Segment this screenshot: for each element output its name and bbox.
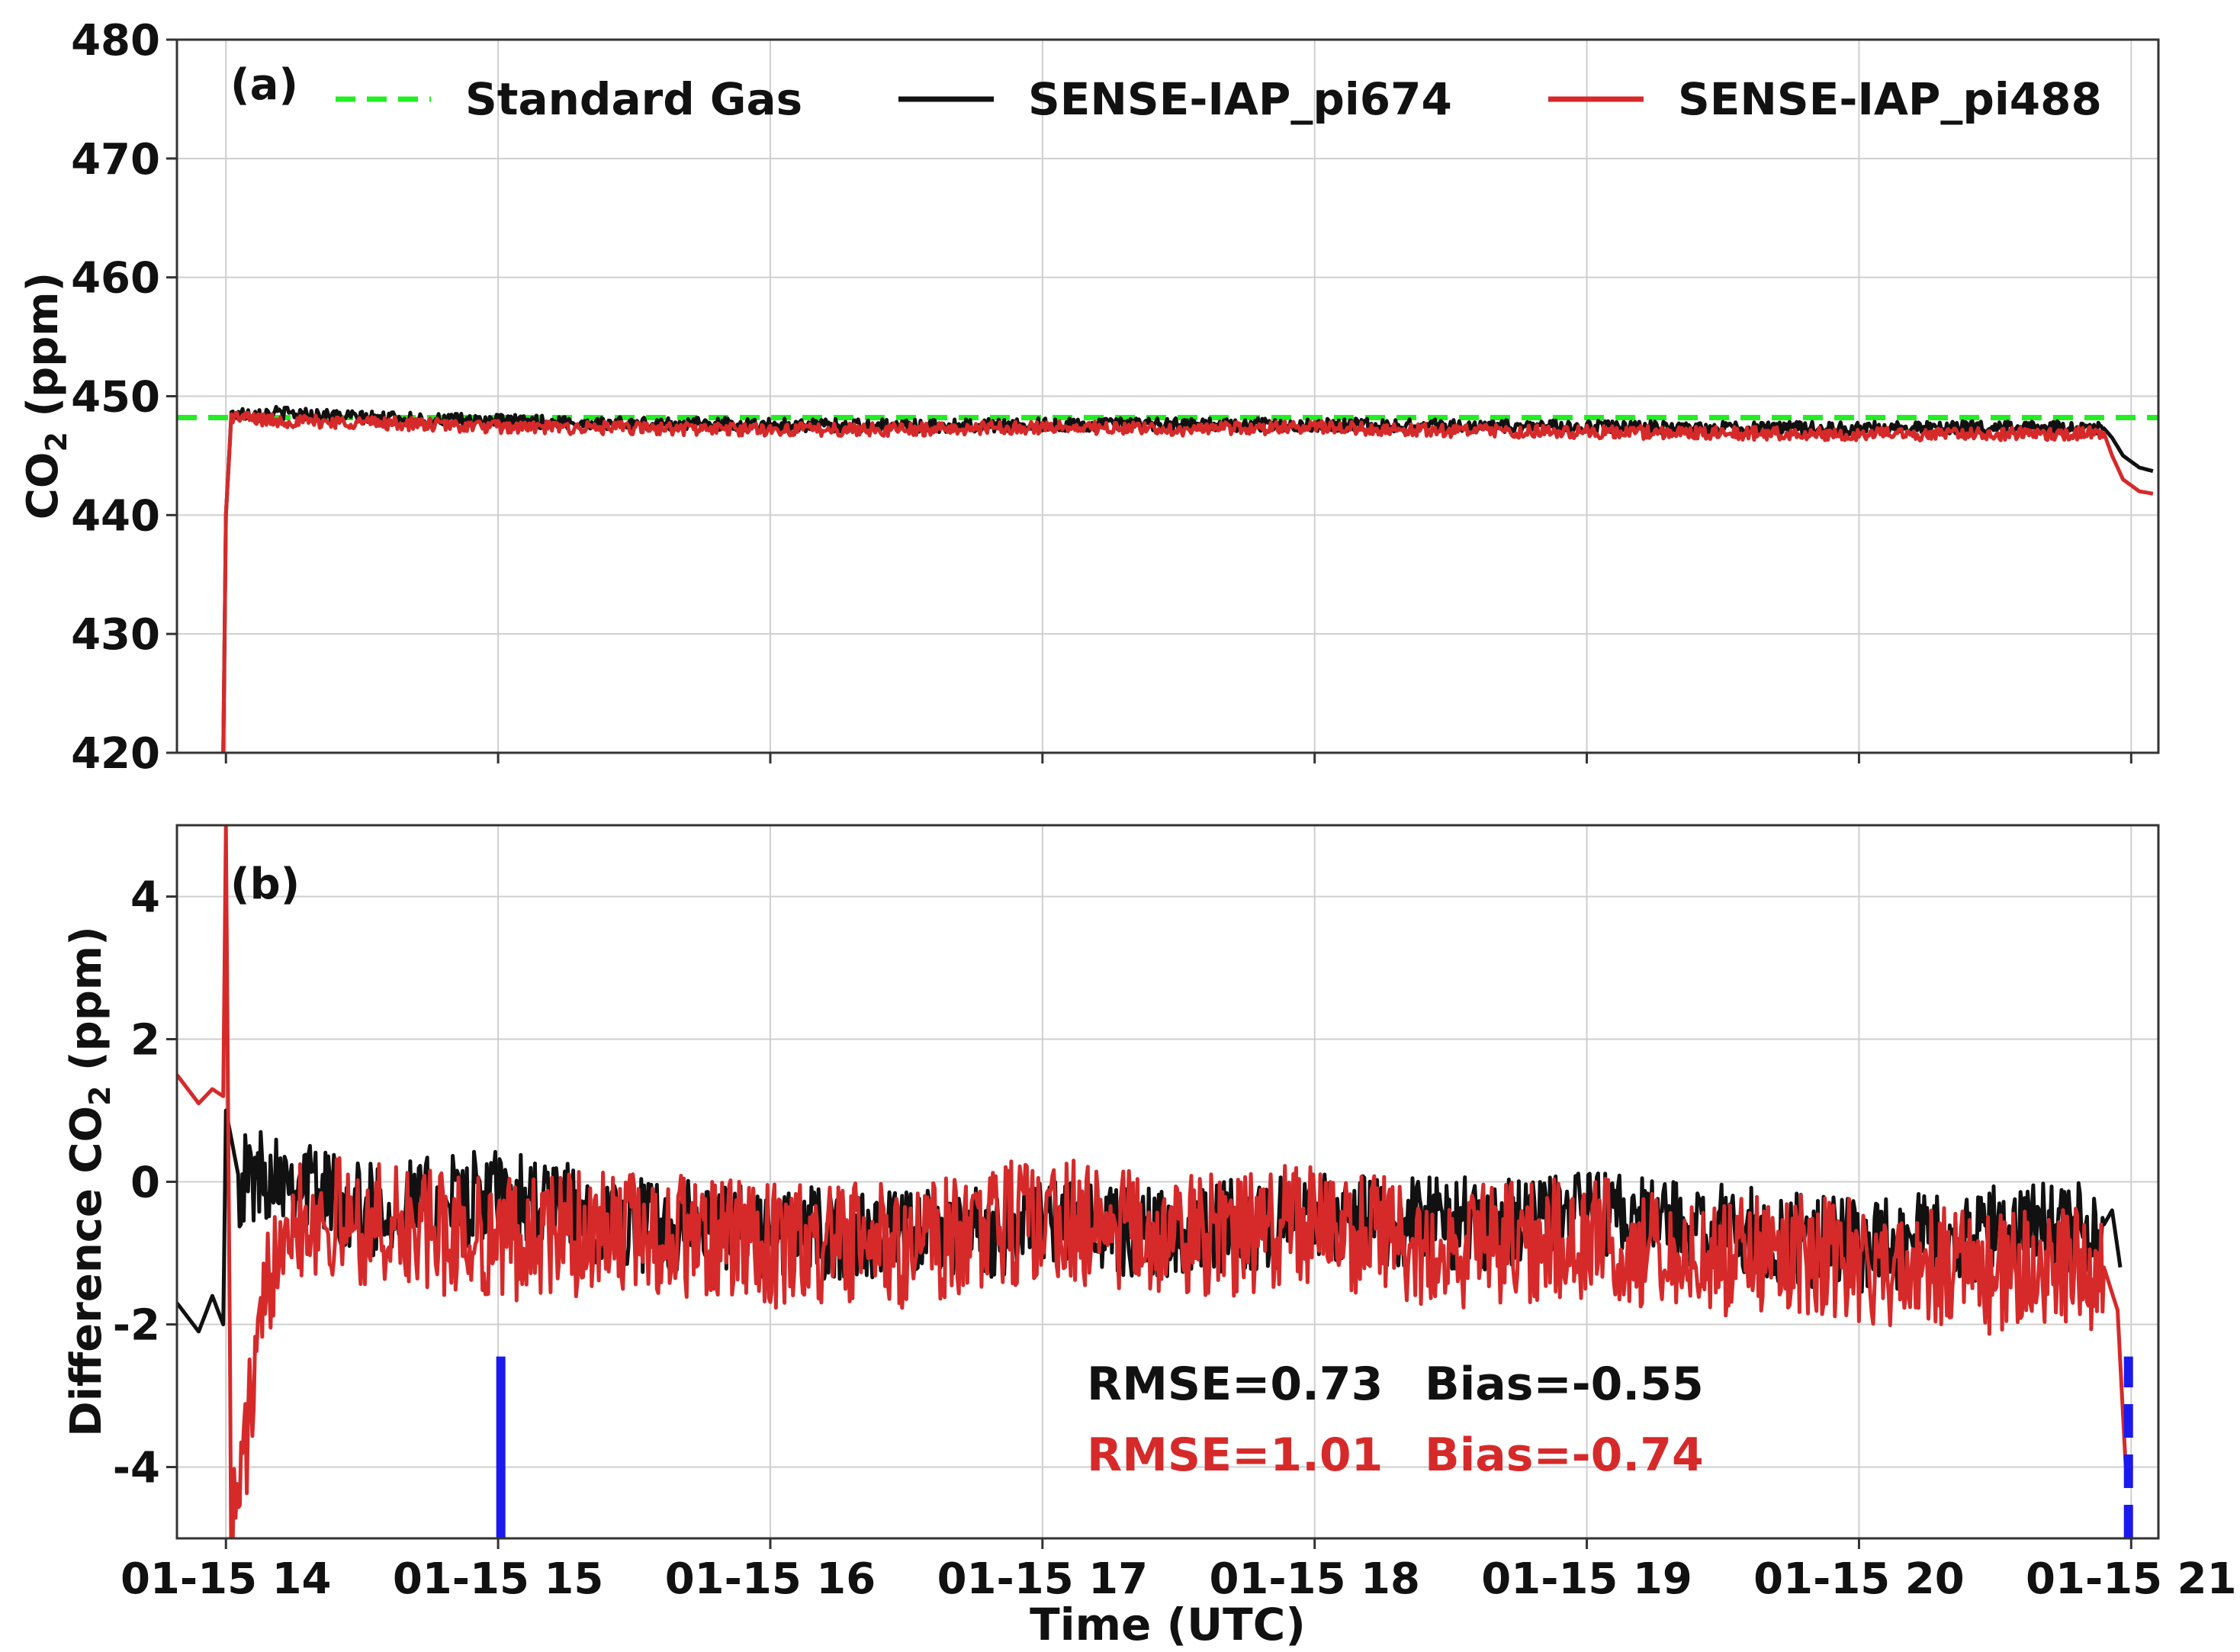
legend-a: Standard Gas SENSE-IAP_pi674 SENSE-IAP_p…	[336, 73, 2102, 125]
legend-label-pi674: SENSE-IAP_pi674	[1028, 73, 1452, 125]
xtick-label: 01-15 20	[1753, 1554, 1965, 1604]
xtick-label: 01-15 21	[2026, 1554, 2237, 1604]
markers-b	[496, 1356, 2133, 1538]
xtick-label: 01-15 15	[393, 1554, 604, 1604]
y-axis-label-b: Difference CO2 (ppm)	[62, 926, 117, 1437]
legend-label-pi488: SENSE-IAP_pi488	[1678, 73, 2102, 125]
series-a	[177, 404, 2158, 753]
xtick-label: 01-15 19	[1481, 1554, 1692, 1604]
xtick-label: 01-15 17	[937, 1554, 1149, 1604]
panel-b: -4 -2 0 2 4 01-15 14 01-15 15 01-15 16 01-15 17…	[62, 824, 2237, 1650]
yticks-b: -4 -2 0 2 4	[113, 873, 177, 1493]
ytick-label-b: 2	[130, 1016, 160, 1065]
ytick-label-a: 460	[71, 254, 160, 304]
stat-bias-pi488: Bias=-0.74	[1425, 1429, 1704, 1482]
grid-a	[177, 40, 2158, 753]
xtick-label: 01-15 16	[665, 1554, 876, 1604]
legend-label-standard-gas: Standard Gas	[465, 73, 802, 125]
series-b	[177, 825, 2128, 1538]
xtick-label: 01-15 14	[121, 1554, 332, 1604]
stat-rmse-pi488: RMSE=1.01	[1087, 1429, 1383, 1482]
panel-a: 420 430 440 450 460 470 480 (a) CO2 (ppm) Stan…	[18, 16, 2160, 779]
ytick-label-a: 430	[71, 610, 160, 660]
series-line-sense-iap-pi488	[221, 410, 2154, 753]
panel-label-b: (b)	[230, 860, 300, 909]
stat-rmse-pi674: RMSE=0.73	[1087, 1358, 1383, 1411]
y-axis-label-a: CO2 (ppm)	[18, 272, 73, 519]
yticks-a: 420 430 440 450 460 470 480	[71, 16, 177, 779]
stat-bias-pi674: Bias=-0.55	[1425, 1358, 1704, 1411]
xticks-a	[224, 753, 2132, 763]
ytick-label-b: -4	[113, 1444, 160, 1493]
ytick-label-a: 480	[71, 16, 160, 66]
panel-label-a: (a)	[230, 60, 298, 110]
ytick-label-b: 4	[130, 873, 160, 923]
ytick-label-a: 450	[71, 373, 160, 423]
ytick-label-a: 440	[71, 491, 160, 541]
ytick-label-b: 0	[130, 1159, 160, 1208]
series-line-sense-iap-pi488	[177, 825, 2128, 1538]
ytick-label-a: 420	[71, 729, 160, 779]
xticks-b: 01-15 14 01-15 15 01-15 16 01-15 17 01-15 18…	[121, 1538, 2237, 1604]
xtick-label: 01-15 18	[1209, 1554, 1420, 1604]
ytick-label-a: 470	[71, 135, 160, 185]
ytick-label-b: -2	[113, 1301, 160, 1351]
x-axis-label: Time (UTC)	[1030, 1599, 1306, 1650]
